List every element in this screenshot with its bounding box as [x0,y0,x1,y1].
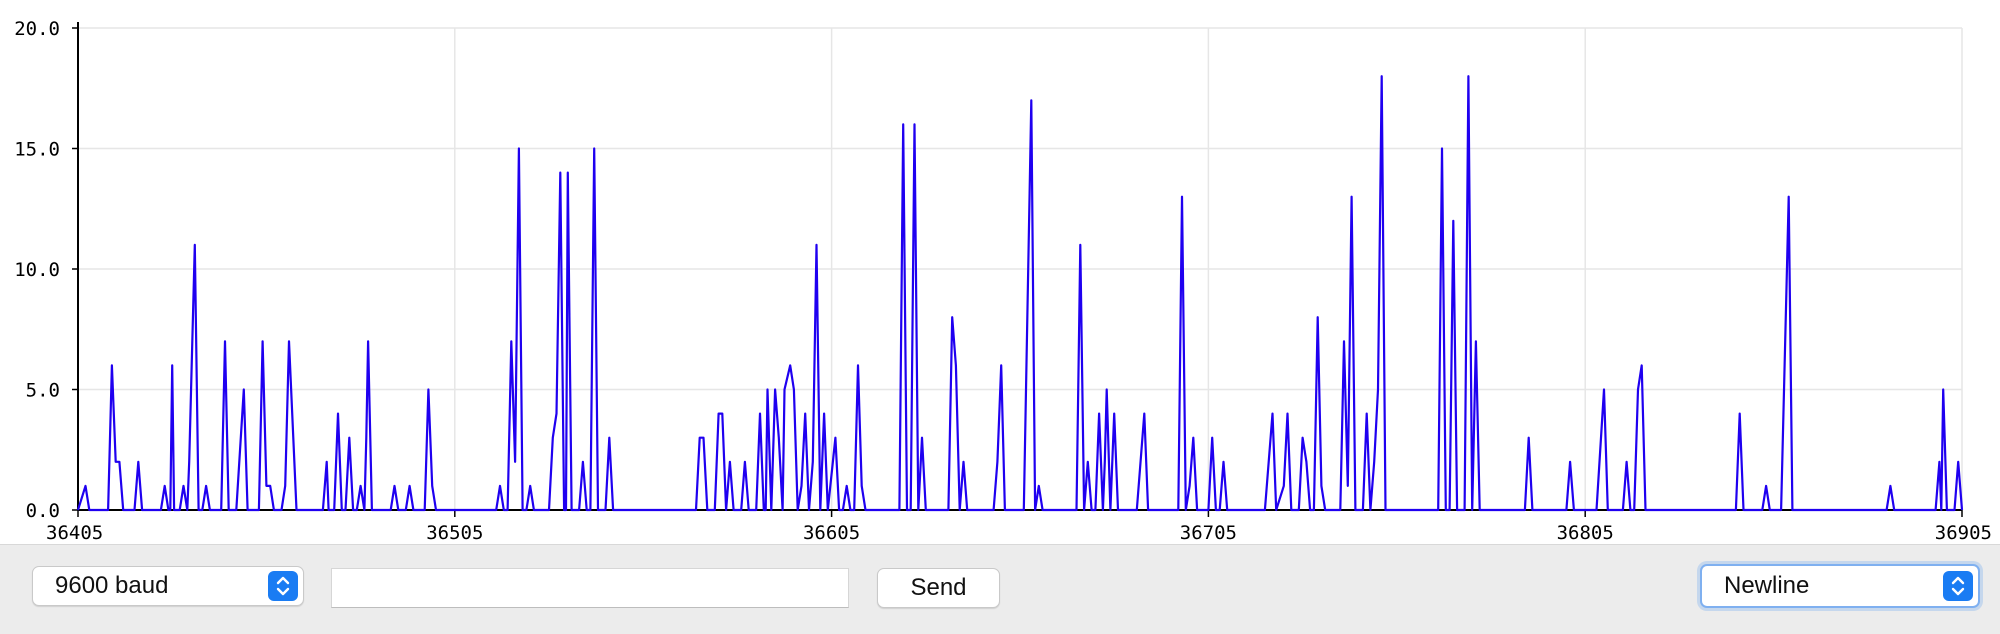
serial-plotter-chart: 0.0 5.0 10.0 15.0 20.0 36405 36505 36605 36705 36… [14,18,1992,544]
data-series-line [76,75,1964,512]
stepper-icon [268,571,298,601]
stepper-icon [1943,571,1973,601]
x-tick-label: 36505 [426,522,483,544]
x-tick-label: 36705 [1180,522,1237,544]
baud-rate-value: 9600 baud [55,572,169,599]
x-tick-label: 36605 [803,522,860,544]
plotter-toolbar: 9600 baud Send Newline [0,544,2000,634]
x-tick-label: 36405 [46,522,103,544]
y-tick-label: 0.0 [26,500,60,522]
line-ending-select[interactable]: Newline [1700,564,1980,608]
line-ending-value: Newline [1724,572,1810,599]
y-tick-label: 15.0 [14,139,60,161]
y-tick-label: 20.0 [14,18,60,40]
y-tick-label: 10.0 [14,259,60,281]
x-tick-label: 36805 [1557,522,1614,544]
x-tick-label: 36905 [1935,522,1992,544]
baud-rate-select[interactable]: 9600 baud [32,566,304,606]
plot-svg: 0.0 5.0 10.0 15.0 20.0 36405 36505 36605 36705 36… [14,18,1992,544]
send-button-label: Send [910,574,967,601]
y-tick-label: 5.0 [26,380,60,402]
send-button[interactable]: Send [877,568,1000,608]
message-input[interactable] [331,568,849,608]
